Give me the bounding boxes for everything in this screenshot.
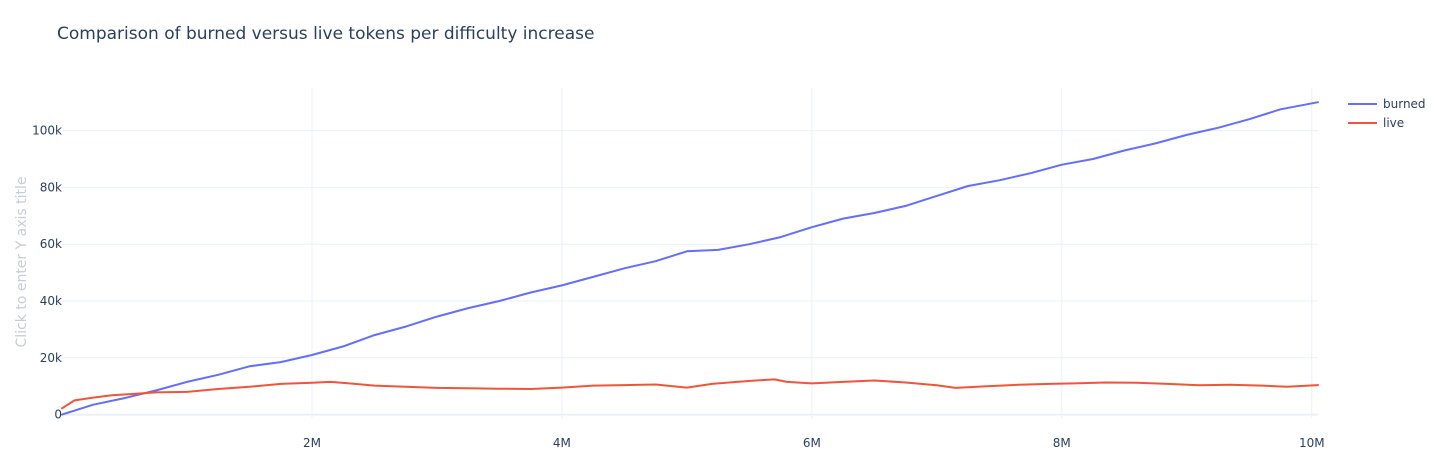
legend-label: live	[1383, 116, 1404, 130]
y-tick-label: 100k	[32, 124, 62, 138]
y-axis-title[interactable]: Click to enter Y axis title	[14, 177, 30, 348]
y-tick-label: 40k	[40, 294, 62, 308]
y-tick-label: 20k	[40, 351, 62, 365]
legend: burned live	[1348, 97, 1426, 130]
y-axis: 0 20k 40k 60k 80k 100k	[32, 124, 62, 422]
series-line-burned	[61, 101, 1319, 416]
legend-item-burned[interactable]: burned	[1348, 97, 1426, 111]
legend-label: burned	[1383, 97, 1426, 111]
y-tick-label: 0	[54, 408, 62, 422]
y-tick-label: 80k	[40, 180, 62, 194]
series-line-live	[61, 378, 1319, 410]
grid	[62, 88, 1318, 418]
x-axis: 2M 4M 6M 8M 10M	[303, 436, 1325, 450]
x-tick-label: 2M	[303, 436, 321, 450]
chart-title: Comparison of burned versus live tokens …	[57, 24, 594, 44]
y-tick-label: 60k	[40, 237, 62, 251]
legend-item-live[interactable]: live	[1348, 116, 1404, 130]
x-tick-label: 4M	[553, 436, 571, 450]
x-tick-label: 10M	[1299, 436, 1325, 450]
series-layer	[61, 101, 1319, 416]
x-tick-label: 6M	[803, 436, 821, 450]
x-tick-label: 8M	[1053, 436, 1071, 450]
